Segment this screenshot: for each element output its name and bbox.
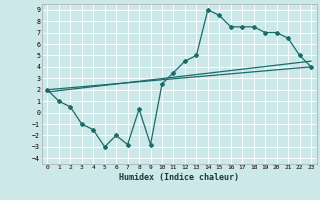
X-axis label: Humidex (Indice chaleur): Humidex (Indice chaleur) <box>119 173 239 182</box>
